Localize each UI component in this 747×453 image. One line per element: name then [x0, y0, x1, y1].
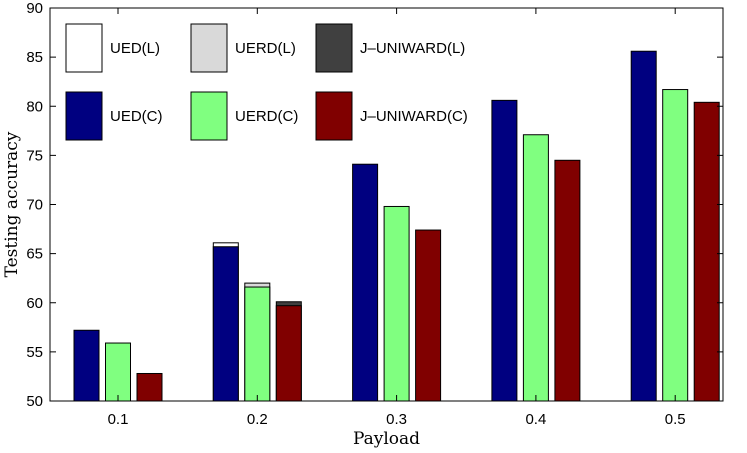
bar-uerd-c-0.2 [244, 286, 271, 402]
y-tick-label: 75 [26, 147, 43, 164]
bar-uerd-c-0.5 [662, 89, 689, 402]
x-tick-label: 0.4 [525, 411, 546, 428]
bar-j-uniward-c-0.4 [554, 159, 581, 402]
legend: UED(L) UERD(L) J–UNIWARD(L) UED(C) UERD(C) J–… [65, 23, 468, 141]
legend-label: UED(C) [110, 108, 163, 125]
legend-swatch [65, 23, 103, 73]
legend-label: J–UNIWARD(C) [360, 108, 468, 125]
legend-swatch [315, 91, 353, 141]
legend-label: UERD(C) [235, 108, 298, 125]
y-tick-label: 50 [26, 393, 43, 410]
x-tick-label: 0.5 [665, 411, 686, 428]
bar-j-uniward-c-0.2 [275, 305, 302, 402]
bar-ued-c-0.5 [630, 50, 657, 402]
x-tick-label: 0.3 [386, 411, 407, 428]
y-tick-label: 55 [26, 344, 43, 361]
bars-group [73, 50, 720, 402]
y-tick-label: 60 [26, 295, 43, 312]
bar-uerd-c-0.3 [383, 205, 410, 402]
y-tick-label: 70 [26, 197, 43, 214]
bar-ued-c-0.2 [212, 246, 239, 402]
legend-swatch [190, 91, 228, 141]
bar-j-uniward-c-0.3 [415, 229, 442, 402]
bar-uerd-c-0.4 [522, 134, 549, 402]
y-axis-title: Testing accuracy [2, 131, 22, 277]
y-tick-label: 80 [26, 98, 43, 115]
bar-j-uniward-c-0.1 [136, 372, 163, 402]
legend-swatch [190, 23, 228, 73]
x-tick-label: 0.1 [108, 411, 129, 428]
x-axis-title: Payload [353, 429, 420, 449]
axes-group: 50 55 60 65 70 75 80 85 90 0.1 0.2 0.3 0.4 0.5 [26, 0, 723, 428]
bar-ued-c-0.4 [491, 99, 518, 402]
legend-label: J–UNIWARD(L) [360, 40, 465, 57]
legend-swatch [65, 91, 103, 141]
legend-swatch [315, 23, 353, 73]
bar-uerd-c-0.1 [105, 342, 131, 402]
x-tick-label: 0.2 [247, 411, 268, 428]
legend-label: UED(L) [110, 40, 160, 57]
bar-j-uniward-c-0.5 [693, 101, 720, 402]
bar-ued-c-0.3 [352, 163, 379, 402]
y-tick-label: 90 [26, 0, 43, 17]
y-tick-label: 65 [26, 246, 43, 263]
y-tick-label: 85 [26, 49, 43, 66]
bar-ued-c-0.1 [73, 329, 100, 402]
legend-label: UERD(L) [235, 40, 296, 57]
